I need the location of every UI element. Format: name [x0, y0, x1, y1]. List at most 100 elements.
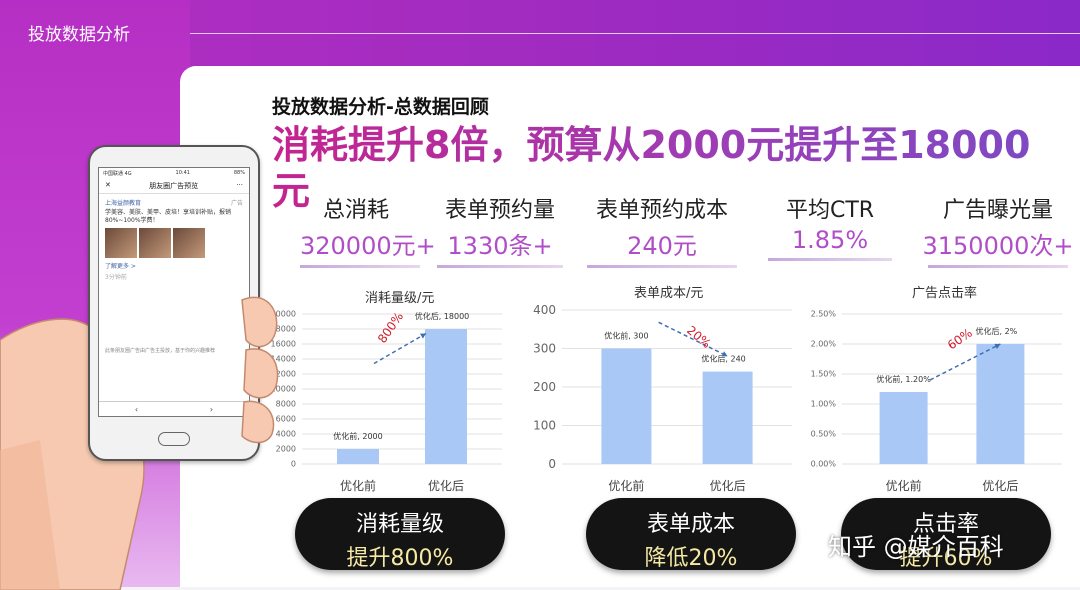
y-tick-label: 100	[533, 419, 556, 433]
y-tick-label: 20000	[271, 310, 296, 319]
thumb-illustration	[241, 296, 279, 444]
pill-line2: 降低20%	[644, 546, 738, 571]
stat-value: 320000元+	[300, 232, 436, 260]
y-tick-label: 18000	[271, 325, 296, 334]
growth-annotation: 800%	[375, 310, 406, 346]
y-tick-label: 300	[533, 342, 556, 356]
ad-image[interactable]	[139, 228, 171, 258]
x-tick-label: 优化前	[886, 478, 922, 493]
ad-image[interactable]	[173, 228, 205, 258]
page-title: 投放数据分析	[28, 25, 130, 45]
forward-icon[interactable]: ›	[209, 404, 214, 414]
x-tick-label: 优化后	[710, 479, 746, 493]
data-label: 优化后, 18000	[415, 311, 470, 321]
summary-pill-form-cost: 表单成本 降低20%	[586, 498, 796, 571]
phone-nav-title: 朋友圈广告预览	[149, 182, 199, 190]
trend-arrow	[929, 343, 1001, 381]
y-tick-label: 0.50%	[811, 430, 837, 439]
trend-arrow	[658, 321, 728, 357]
stat-total-spend: 总消耗 320000元+	[300, 192, 436, 268]
y-tick-label: 2000	[276, 445, 296, 454]
pill-line2: 提升800%	[346, 546, 454, 571]
header-divider	[190, 33, 1080, 34]
phone-screen: 中国联通 4G 10:41 88% ✕ 朋友圈广告预览 ··· 上海益颜教育 广…	[98, 167, 250, 417]
chart-title-form-cost: 表单成本/元	[634, 286, 704, 301]
summary-pill-spend: 消耗量级 提升800%	[295, 498, 505, 571]
bar	[879, 392, 928, 464]
y-tick-label: 200	[533, 380, 556, 394]
y-tick-label: 14000	[271, 355, 296, 364]
data-label: 优化前, 300	[604, 331, 648, 341]
y-tick-label: 400	[533, 303, 556, 317]
phone-bottom-nav: ‹ ›	[99, 401, 249, 416]
stat-label: 广告曝光量	[942, 198, 1053, 223]
headline-subtitle: 投放数据分析-总数据回顾	[272, 96, 489, 118]
stat-label: 总消耗	[322, 198, 389, 223]
stat-value: 1.85%	[791, 226, 869, 254]
y-tick-label: 2.00%	[811, 340, 837, 349]
bar	[601, 348, 652, 464]
watermark: 知乎 @媒介百科	[828, 533, 1004, 561]
phone-home-button[interactable]	[158, 432, 190, 446]
stat-underline	[587, 265, 737, 268]
stat-underline	[437, 265, 563, 268]
bar	[976, 344, 1025, 464]
x-tick-label: 优化后	[982, 479, 1018, 493]
stat-value: 240元	[627, 232, 697, 260]
pill-line2: 提升60%	[899, 546, 993, 571]
ad-images	[105, 228, 243, 258]
arrow-head	[420, 333, 426, 339]
phone-mockup: 中国联通 4G 10:41 88% ✕ 朋友圈广告预览 ··· 上海益颜教育 广…	[88, 145, 260, 461]
stat-underline	[300, 265, 420, 268]
data-label: 优化后, 240	[701, 354, 745, 364]
y-tick-label: 4000	[276, 430, 296, 439]
y-tick-label: 0.00%	[811, 460, 837, 469]
stat-label: 平均CTR	[785, 198, 875, 223]
ad-footer: 此条朋友圈广告由广告主投放，基于你的兴趣推荐	[105, 348, 216, 354]
stat-label: 表单预约成本	[595, 198, 728, 223]
stat-underline	[768, 258, 892, 261]
ad-tag[interactable]: 广告	[230, 200, 243, 207]
status-battery: 88%	[233, 170, 245, 176]
y-tick-label: 16000	[271, 340, 296, 349]
ad-image[interactable]	[105, 228, 137, 258]
chart-title-spend: 消耗量级/元	[365, 291, 435, 306]
arrow-head	[994, 343, 1001, 349]
ad-text: 学美容、美肤、美甲、皮培！享培训补贴，报销80%~100%学费！	[105, 209, 232, 224]
arrow-head	[721, 351, 728, 357]
back-icon[interactable]: ‹	[134, 404, 139, 414]
growth-annotation: 60%	[945, 326, 975, 353]
y-tick-label: 1.00%	[811, 400, 837, 409]
summary-pill-ctr: 点击率 提升60%	[841, 498, 1051, 571]
y-tick-label: 12000	[271, 370, 296, 379]
headline-main: 消耗提升8倍，预算从2000元提升至18000元	[272, 122, 1062, 214]
status-carrier: 中国联通 4G	[103, 171, 132, 177]
stat-label: 表单预约量	[444, 198, 555, 223]
close-icon[interactable]: ✕	[105, 181, 111, 189]
phone-status-bar: 中国联通 4G 10:41 88%	[99, 168, 249, 179]
chart-title-ctr: 广告点击率	[912, 286, 978, 301]
bar	[702, 371, 753, 464]
ad-account-name[interactable]: 上海益颜教育	[105, 200, 142, 207]
y-tick-label: 0	[291, 460, 296, 469]
data-label: 优化后, 2%	[976, 326, 1018, 336]
pill-line1: 表单成本	[646, 512, 735, 537]
y-tick-label: 6000	[276, 415, 296, 424]
stat-form-bookings: 表单预约量 1330条+	[432, 192, 568, 268]
y-tick-label: 8000	[276, 400, 296, 409]
bar	[425, 329, 467, 464]
y-tick-label: 10000	[271, 385, 296, 394]
y-tick-label: 0	[548, 457, 556, 471]
x-tick-label: 优化前	[608, 478, 644, 493]
ad-link[interactable]: 了解更多 >	[105, 263, 136, 270]
stat-impressions: 广告曝光量 3150000次+	[918, 192, 1078, 268]
more-icon[interactable]: ···	[236, 181, 243, 189]
status-time: 10:41	[175, 170, 190, 176]
data-label: 优化前, 2000	[333, 431, 382, 441]
pill-line1: 点击率	[912, 512, 979, 537]
stat-form-cost: 表单预约成本 240元	[582, 192, 742, 268]
chart-spend: 0 2000 4000 6000 8000 10000 12000 14000 16000 180…	[271, 310, 502, 493]
x-tick-label: 优化后	[428, 479, 464, 493]
y-tick-label: 1.50%	[811, 370, 837, 379]
